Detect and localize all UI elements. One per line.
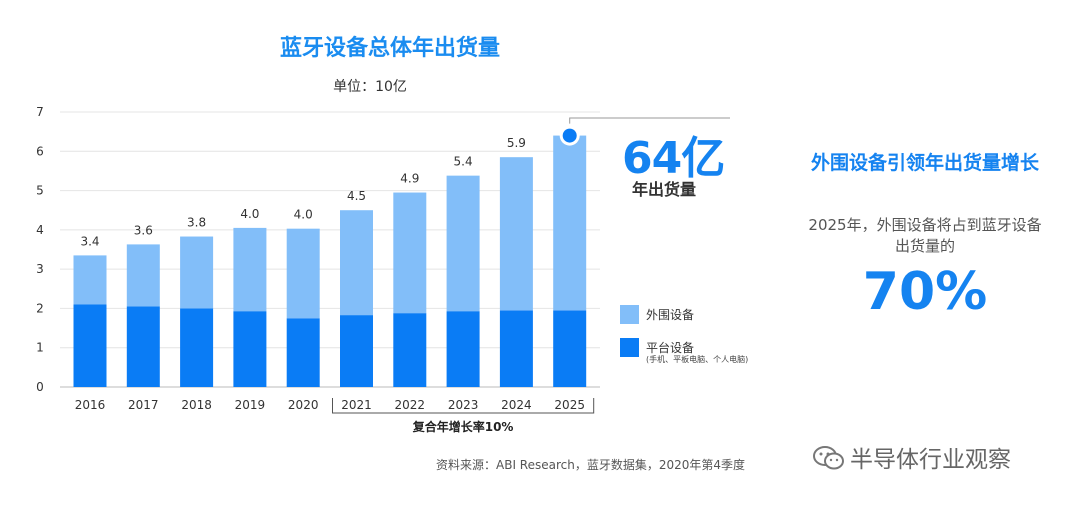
legend-item-peripheral: 外围设备 [620, 305, 694, 324]
x-tick-label: 2020 [288, 398, 319, 412]
y-tick-label: 3 [36, 262, 44, 276]
data-label: 4.5 [347, 189, 366, 203]
x-tick-label: 2019 [235, 398, 266, 412]
y-tick-label: 6 [36, 144, 44, 158]
y-tick-label: 4 [36, 223, 44, 237]
highlight-caption: 年出货量 [632, 180, 697, 199]
data-label: 4.0 [294, 208, 313, 222]
bar-platform-2024 [499, 310, 533, 387]
data-label: 4.0 [240, 207, 259, 221]
x-tick-label: 2022 [395, 398, 426, 412]
bar-peripheral-2017 [126, 244, 160, 307]
bar-peripheral-2020 [286, 228, 320, 319]
cagr-label: 复合年增长率10% [412, 419, 514, 434]
highlight-value: 64亿 [622, 133, 725, 184]
x-tick-label: 2016 [75, 398, 106, 412]
highlight-leader [569, 117, 730, 124]
y-tick-label: 1 [36, 341, 44, 355]
data-label: 3.4 [80, 234, 99, 248]
data-label: 3.6 [134, 223, 153, 237]
watermark: 半导体行业观察 [812, 440, 1011, 477]
legend-label-platform: 平台设备 [646, 341, 695, 355]
wechat-icon [812, 445, 846, 477]
side-percent: 70% [862, 262, 988, 322]
bar-platform-2017 [126, 306, 160, 387]
legend-swatch-peripheral [620, 305, 639, 324]
bar-peripheral-2016 [73, 255, 107, 305]
data-label: 4.9 [400, 172, 419, 186]
bar-peripheral-2024 [499, 157, 533, 311]
x-tick-label: 2017 [128, 398, 159, 412]
chart-title: 蓝牙设备总体年出货量 [279, 36, 500, 61]
bar-peripheral-2019 [233, 227, 267, 312]
x-tick-label: 2018 [181, 398, 212, 412]
chart-subtitle: 单位：10亿 [333, 79, 407, 95]
y-tick-label: 2 [36, 301, 44, 315]
x-tick-label: 2021 [341, 398, 372, 412]
y-tick-label: 7 [36, 105, 44, 119]
bar-platform-2025 [553, 310, 587, 387]
data-label: 3.8 [187, 216, 206, 230]
bar-platform-2023 [446, 311, 480, 387]
bar-peripheral-2022 [393, 192, 427, 314]
bar-platform-2020 [286, 318, 320, 387]
bar-platform-2016 [73, 304, 107, 387]
side-headline: 外围设备引领年出货量增长 [810, 152, 1039, 174]
side-text: 2025年，外围设备将占到蓝牙设备出货量的 [808, 216, 1042, 255]
highlight-marker [562, 128, 577, 143]
y-tick-label: 5 [36, 184, 44, 198]
legend-note-platform: (手机、平板电脑、个人电脑) [646, 355, 749, 364]
legend-label-peripheral: 外围设备 [646, 308, 695, 322]
bar-platform-2022 [393, 313, 427, 387]
data-label: 5.9 [507, 136, 526, 150]
legend-item-platform: 平台设备 (手机、平板电脑、个人电脑) [620, 338, 748, 364]
watermark-text: 半导体行业观察 [850, 447, 1011, 473]
y-tick-label: 0 [36, 380, 44, 394]
bar-platform-2018 [180, 308, 214, 387]
x-tick-label: 2024 [501, 398, 532, 412]
bar-peripheral-2025 [553, 135, 587, 311]
legend-swatch-platform [620, 338, 639, 357]
x-tick-label: 2025 [554, 398, 585, 412]
bar-peripheral-2021 [340, 210, 373, 316]
source-note: 资料来源：ABI Research，蓝牙数据集，2020年第4季度 [436, 458, 746, 472]
bar-platform-2021 [340, 315, 373, 387]
x-tick-label: 2023 [448, 398, 479, 412]
bar-platform-2019 [233, 311, 267, 387]
data-label: 5.4 [454, 155, 473, 169]
cagr-bracket [332, 398, 595, 414]
bar-peripheral-2023 [446, 175, 480, 312]
bar-peripheral-2018 [180, 236, 214, 309]
